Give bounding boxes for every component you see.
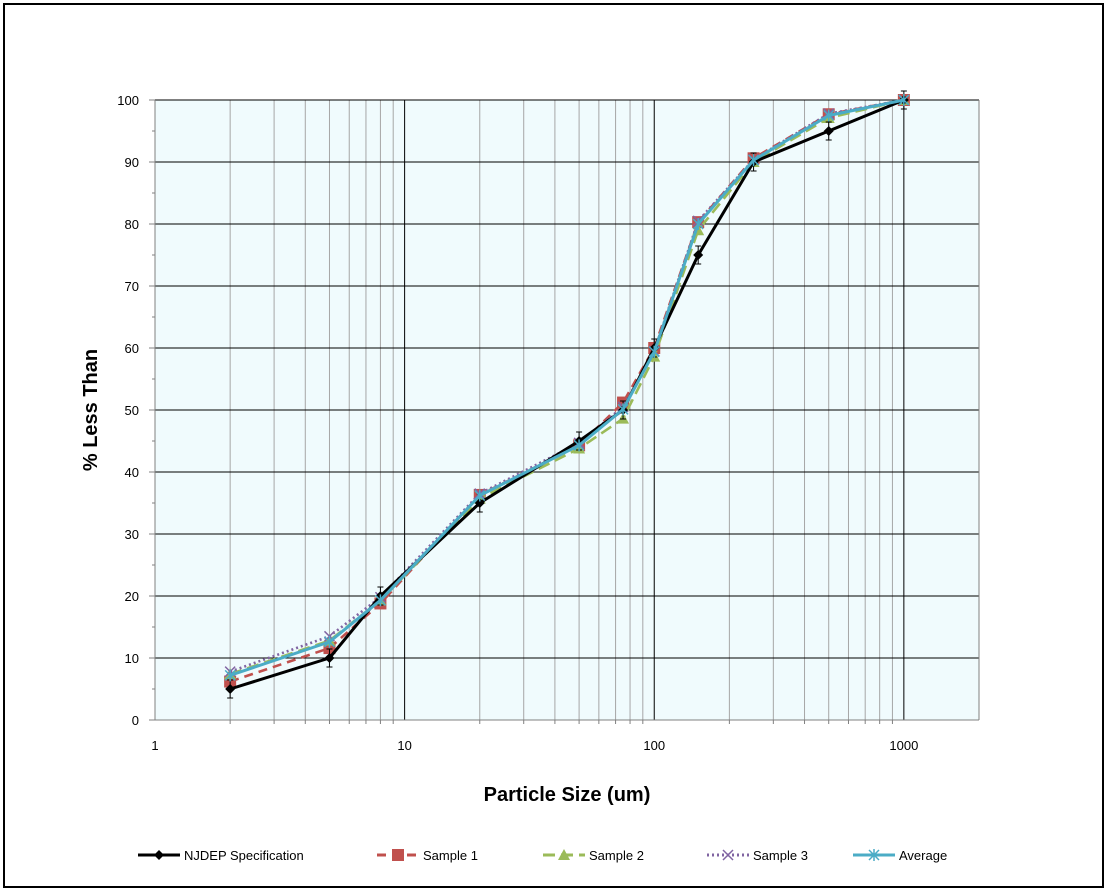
tick-labels: 1 10 100 1000 0 10 20 30 40 50 60 70 80 90 100 — [117, 93, 918, 753]
legend[interactable]: NJDEP Specification Sample 1 Sample 2 Sampl… — [138, 848, 947, 863]
star-marker — [224, 669, 236, 682]
diamond-marker — [823, 126, 834, 136]
triangle-marker — [558, 849, 570, 860]
x-tick-label: 1000 — [889, 738, 918, 753]
y-tick-label: 20 — [125, 589, 139, 604]
y-tick-label: 60 — [125, 341, 139, 356]
star-marker — [648, 345, 660, 358]
major-gridlines — [155, 99, 979, 721]
star-marker — [868, 849, 880, 861]
star-marker — [573, 439, 585, 452]
y-tick-label: 50 — [125, 403, 139, 418]
y-tick-label: 10 — [125, 651, 139, 666]
y-tick-label: 90 — [125, 155, 139, 170]
legend-label: Sample 2 — [589, 848, 644, 863]
x-axis-title: Particle Size (um) — [484, 784, 651, 806]
series-average — [224, 94, 910, 682]
axes — [149, 99, 980, 724]
diamond-marker — [225, 684, 236, 694]
x-marker — [722, 849, 734, 861]
legend-label: Sample 1 — [423, 848, 478, 863]
star-marker — [692, 218, 704, 230]
star-marker — [823, 109, 835, 122]
square-marker — [392, 849, 404, 861]
y-axis-title: % Less Than — [80, 349, 102, 471]
y-tick-label: 70 — [125, 279, 139, 294]
star-marker — [617, 403, 629, 416]
legend-item[interactable]: Sample 3 — [707, 848, 808, 863]
legend-item[interactable]: Sample 2 — [543, 848, 644, 863]
x-tick-label: 10 — [397, 738, 411, 753]
x-tick-label: 100 — [643, 738, 665, 753]
x-tick-label: 1 — [151, 738, 158, 753]
star-marker — [748, 154, 760, 167]
diamond-marker — [693, 250, 704, 260]
star-marker — [474, 489, 486, 502]
legend-label: Sample 3 — [753, 848, 808, 863]
legend-label: NJDEP Specification — [184, 848, 304, 863]
y-tick-label: 40 — [125, 465, 139, 480]
diamond-marker — [154, 850, 164, 860]
y-tick-label: 80 — [125, 217, 139, 232]
diamond-marker — [474, 498, 485, 508]
y-tick-label: 0 — [132, 713, 139, 728]
legend-item[interactable]: Sample 1 — [377, 848, 478, 863]
y-tick-label: 100 — [117, 93, 139, 108]
legend-label: Average — [899, 848, 947, 863]
y-tick-label: 30 — [125, 527, 139, 542]
star-marker — [374, 594, 386, 607]
series-layer — [224, 90, 910, 699]
legend-item[interactable]: NJDEP Specification — [138, 848, 304, 863]
legend-item[interactable]: Average — [853, 848, 947, 863]
diamond-marker — [324, 653, 335, 663]
star-marker — [898, 94, 910, 106]
star-marker — [323, 635, 336, 648]
